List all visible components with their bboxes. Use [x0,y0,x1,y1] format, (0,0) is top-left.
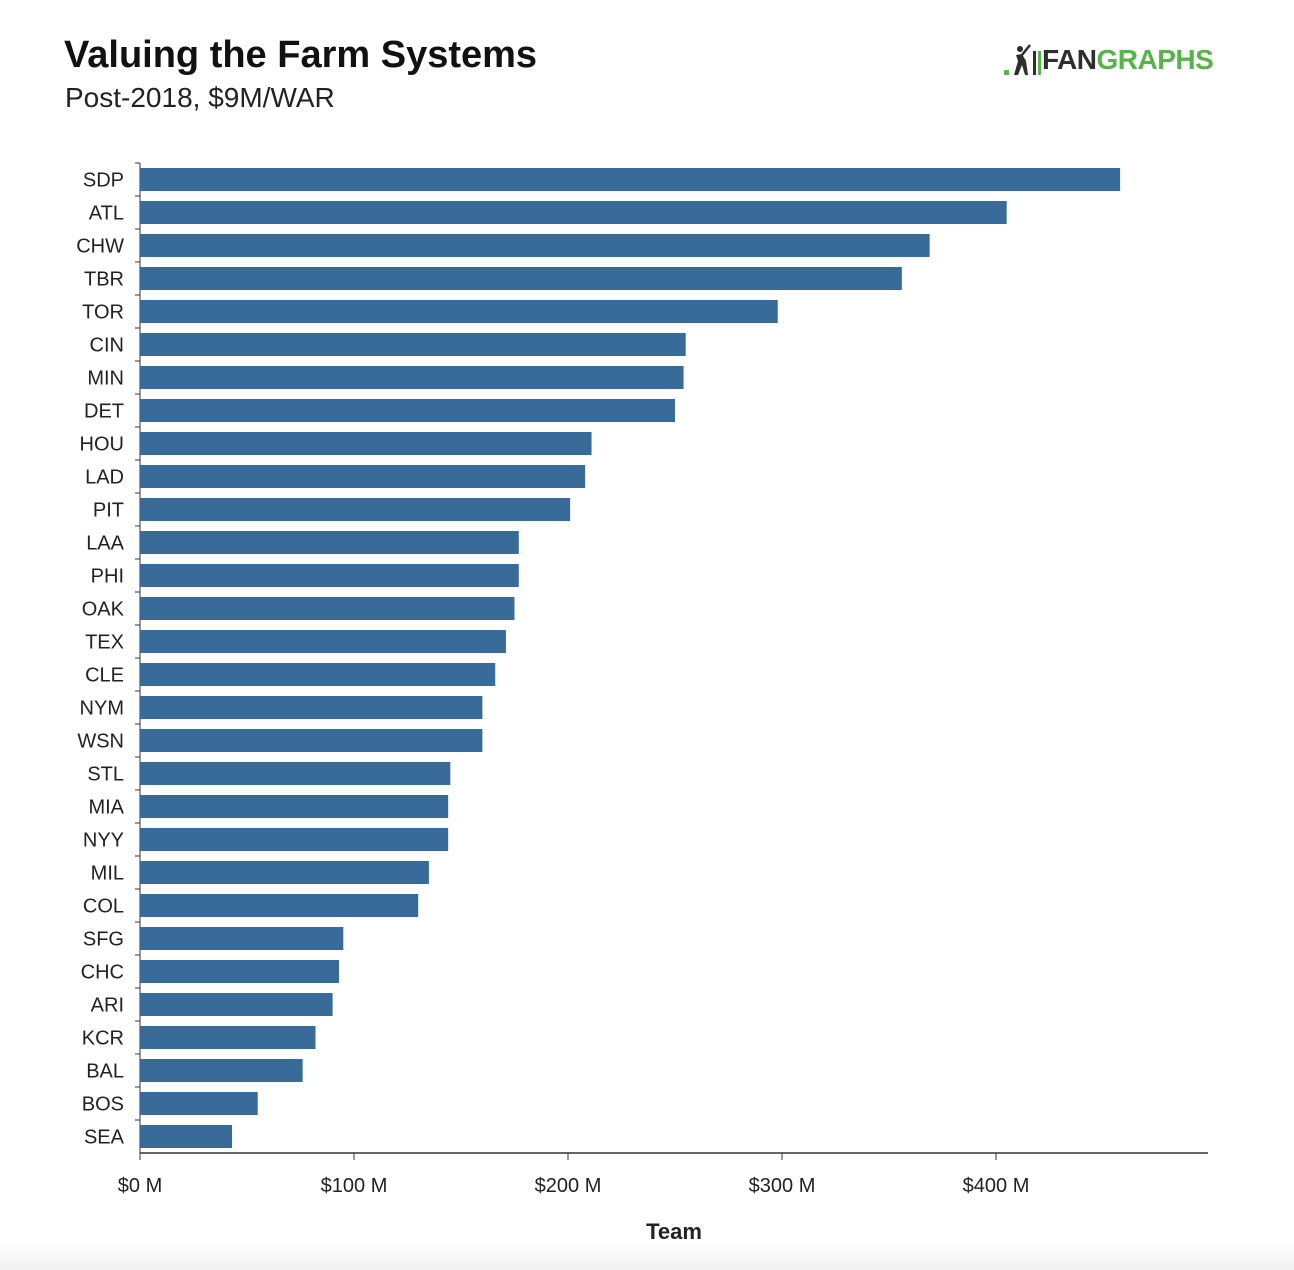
bar-lad [140,465,586,488]
fangraphs-batter-icon [1004,44,1041,75]
bar-nyy [140,828,449,851]
bar-mil [140,861,429,884]
bar-phi [140,564,519,587]
y-tick-label: TEX [85,632,124,654]
bar-col [140,894,419,917]
bar-sdp [140,168,1121,191]
x-tick-label: $0 M [118,1175,162,1197]
y-tick-label: TOR [82,302,124,324]
y-tick-label: CIN [90,335,124,357]
bar-det [140,399,675,422]
y-tick-label: MIL [91,863,124,885]
y-tick-label: TBR [84,269,124,291]
y-tick-label: ATL [89,203,124,225]
fangraphs-logo: FANGRAPHS [1000,40,1214,80]
y-tick-label: COL [83,896,124,918]
y-tick-label: HOU [80,434,124,456]
y-tick-label: SFG [83,929,124,951]
bar-min [140,366,684,389]
y-tick-label: KCR [82,1028,124,1050]
chart-subtitle: Post-2018, $9M/WAR [65,82,335,113]
x-tick-label: $300 M [749,1175,816,1197]
bar-laa [140,531,519,554]
bar-chw [140,234,930,257]
y-tick-label: CLE [85,665,124,687]
y-tick-label: WSN [77,731,124,753]
y-tick-label: CHW [76,236,124,258]
y-tick-label: BAL [86,1061,124,1083]
bar-sfg [140,927,344,950]
y-tick-label: PIT [93,500,124,522]
chart-title: Valuing the Farm Systems [64,34,538,76]
bar-mia [140,795,449,818]
y-tick-label: LAD [85,467,124,489]
bar-cin [140,333,686,356]
bar-chc [140,960,340,983]
x-axis-label: Team [646,1219,702,1244]
y-tick-label: CHC [81,962,124,984]
y-tick-label: MIN [87,368,124,390]
bar-tex [140,630,506,653]
bar-nym [140,696,483,719]
y-tick-label: SDP [83,170,124,192]
y-tick-label: LAA [86,533,124,555]
bar-atl [140,201,1007,224]
y-tick-label: PHI [91,566,124,588]
x-tick-label: $200 M [535,1175,602,1197]
logo-text-graphs: GRAPHS [1096,44,1214,75]
bar-hou [140,432,592,455]
bar-bos [140,1092,258,1115]
x-tick-label: $400 M [963,1175,1030,1197]
bar-cle [140,663,496,686]
bar-kcr [140,1026,316,1049]
x-tick-label: $100 M [321,1175,388,1197]
bar-oak [140,597,515,620]
y-tick-label: MIA [88,797,124,819]
bar-pit [140,498,571,521]
bar-ari [140,993,333,1016]
y-tick-label: STL [87,764,124,786]
y-tick-label: BOS [82,1094,124,1116]
y-tick-label: SEA [84,1127,125,1149]
bar-stl [140,762,451,785]
logo-text-fan: FAN [1042,44,1097,75]
logo-wordmark: FANGRAPHS [1042,44,1214,76]
y-tick-label: DET [84,401,124,423]
bar-sea [140,1125,233,1148]
bottom-fade [0,1240,1294,1270]
bar-wsn [140,729,483,752]
y-tick-label: ARI [91,995,124,1017]
y-tick-label: NYM [80,698,124,720]
bar-tor [140,300,778,323]
bar-bal [140,1059,303,1082]
y-tick-label: NYY [83,830,124,852]
bar-tbr [140,267,902,290]
y-tick-label: OAK [82,599,125,621]
